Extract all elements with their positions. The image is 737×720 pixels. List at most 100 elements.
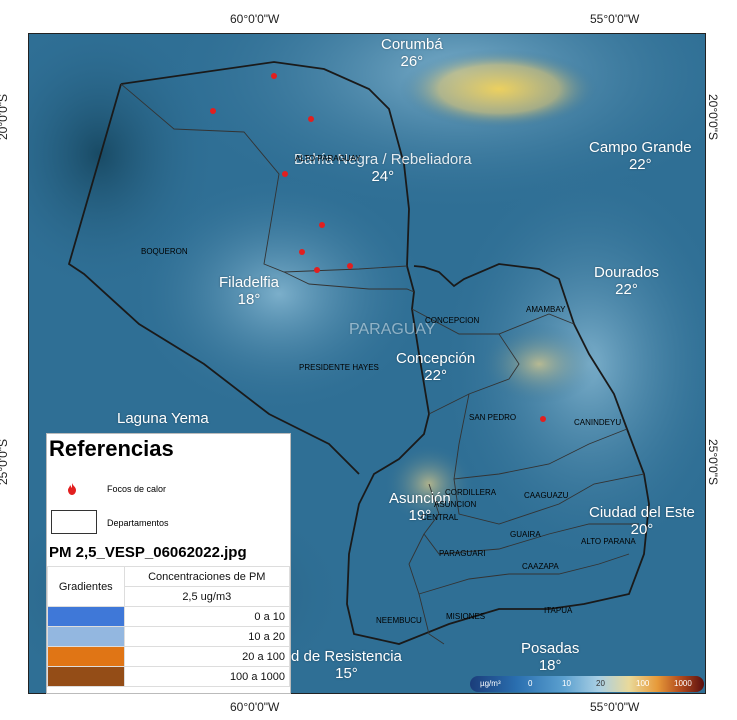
city-name: Ciudad del Este — [589, 504, 695, 521]
legend-col-gradients: Gradientes — [47, 566, 125, 607]
dept-label-misiones: MISIONES — [446, 612, 486, 621]
legend-department-label: Departamentos — [107, 518, 169, 528]
dept-border-paraguari — [408, 533, 630, 595]
dept-label-concepcion: CONCEPCION — [425, 316, 480, 325]
fire-point — [314, 267, 320, 273]
grid-label-right-upper: 20°0'0"S — [706, 93, 721, 141]
fire-point — [271, 73, 277, 79]
dept-border-boqueron — [283, 271, 415, 293]
city-label-resistencia: d de Resistencia 15° — [291, 648, 402, 682]
city-label-concepcion: Concepción 22° — [396, 350, 475, 384]
dept-label-caazapa: CAAZAPA — [522, 562, 559, 571]
city-temp: 22° — [424, 367, 447, 384]
dept-label-boqueron: BOQUERON — [141, 247, 188, 256]
colorbar-tick: 10 — [562, 679, 571, 688]
dept-label-itapua: ITAPUA — [544, 606, 573, 615]
city-name: Dourados — [594, 264, 660, 281]
city-label-corumba: Corumbá 26° — [381, 36, 443, 70]
dept-label-alto-parana: ALTO PARANA — [581, 537, 636, 546]
colorbar-tick: 0 — [528, 679, 533, 688]
city-temp: 26° — [400, 53, 424, 70]
legend-range: 100 a 1000 — [123, 666, 291, 687]
fire-hotspots — [210, 73, 546, 422]
pm-hotspot-concepcion — [479, 324, 599, 404]
dept-border-san-pedro — [453, 393, 628, 480]
dept-label-guaira: GUAIRA — [510, 530, 541, 539]
city-label-campo-grande: Campo Grande 22° — [589, 139, 692, 173]
city-temp: 22° — [615, 281, 638, 298]
city-name: Bahía Negra / Rebeliadora — [294, 151, 472, 168]
dept-label-central: CENTRAL — [421, 513, 459, 522]
city-name: Laguna Yema — [117, 410, 209, 427]
city-label-laguna-yema: Laguna Yema — [117, 410, 209, 427]
city-label-dourados: Dourados 22° — [594, 264, 659, 298]
fire-point — [540, 416, 546, 422]
legend-row: 100 a 1000 — [47, 666, 291, 687]
legend-file-name: PM 2,5_VESP_06062022.jpg — [49, 544, 247, 561]
colorbar-tick: 1000 — [674, 679, 692, 688]
colorbar-tick: 100 — [636, 679, 650, 688]
dept-label-canindeyu: CANINDEYU — [574, 418, 622, 427]
city-temp: 18° — [538, 657, 562, 674]
city-name: Campo Grande — [589, 139, 692, 156]
dept-label-paraguari: PARAGUARI — [439, 549, 486, 558]
pm-field-light-chaco — [129, 174, 429, 414]
grid-label-right-lower: 25°0'0"S — [706, 438, 721, 486]
legend-swatch — [47, 666, 125, 687]
dept-label-asuncion: ASUNCION — [434, 500, 477, 509]
pm-hotspot-corumba — [399, 49, 599, 129]
legend-swatch — [47, 626, 125, 647]
city-temp: 18° — [237, 291, 261, 308]
fire-point — [347, 263, 353, 269]
dept-label-san-pedro: SAN PEDRO — [469, 413, 517, 422]
grid-label-top-right: 55°0'0"W — [590, 12, 640, 26]
legend-panel: Referencias Focos de calor Departamentos… — [46, 433, 291, 694]
city-name: Posadas — [521, 640, 580, 657]
dept-label-presidente-hayes: PRESIDENTE HAYES — [299, 363, 379, 372]
fire-point — [299, 249, 305, 255]
dept-border-misiones — [418, 593, 445, 645]
fire-icon — [67, 482, 77, 500]
legend-department-swatch — [51, 510, 97, 534]
dept-label-caaguazu: CAAGUAZU — [524, 491, 569, 500]
fire-point — [210, 108, 216, 114]
city-name: d de Resistencia — [291, 648, 402, 665]
legend-range: 20 a 100 — [123, 646, 291, 667]
city-temp: 19° — [408, 507, 432, 524]
fire-point — [308, 116, 314, 122]
legend-title: Referencias — [49, 436, 174, 461]
grid-label-left-upper: 20°0'0"S — [0, 93, 11, 141]
pm-field-dark-west — [29, 34, 219, 294]
colorbar-tick: 20 — [596, 679, 605, 688]
city-label-posadas: Posadas 18° — [521, 640, 579, 674]
dept-border-alto-paraguay — [120, 83, 408, 273]
legend-fire-label: Focos de calor — [107, 484, 167, 494]
grid-label-bottom-left: 60°0'0"W — [230, 700, 280, 714]
pm-colorbar: µg/m³ 0 10 20 100 1000 — [470, 676, 704, 692]
city-label-ciudad-del-este: Ciudad del Este 20° — [589, 504, 695, 538]
legend-col-conc-line2: 2,5 ug/m3 — [123, 586, 291, 607]
country-label: PARAGUAY — [349, 321, 436, 338]
city-name: Concepción — [396, 350, 476, 367]
dept-border-central — [423, 483, 639, 555]
grid-label-top-left: 60°0'0"W — [230, 12, 280, 26]
legend-swatch — [47, 606, 125, 627]
dept-border-amambay — [428, 333, 520, 415]
city-label-filadelfia: Filadelfia 18° — [219, 274, 279, 308]
legend-table-header-2: 2,5 ug/m3 — [48, 586, 291, 607]
legend-row: 20 a 100 — [47, 646, 291, 667]
city-name: Filadelfia — [219, 274, 280, 291]
city-label-bahia-negra: Bahía Negra / Rebeliadora 24° — [294, 151, 472, 185]
city-temp: 20° — [630, 521, 654, 538]
city-temp: 22° — [628, 156, 652, 173]
city-label-asuncion: Asunción 19° — [389, 490, 451, 524]
legend-row: 0 a 10 — [47, 606, 291, 627]
legend-range: 0 a 10 — [123, 606, 291, 627]
city-temp: 15° — [335, 665, 358, 682]
dept-label-cordillera: CORDILLERA — [445, 488, 497, 497]
legend-col-conc-line1: Concentraciones de PM — [123, 566, 291, 587]
legend-table-header: Gradientes Concentraciones de PM — [47, 566, 291, 607]
dept-label-alto-paraguay: ALTO PARAGUAY — [295, 154, 361, 163]
dept-label-amambay: AMAMBAY — [526, 305, 566, 314]
colorbar-unit: µg/m³ — [480, 679, 501, 688]
